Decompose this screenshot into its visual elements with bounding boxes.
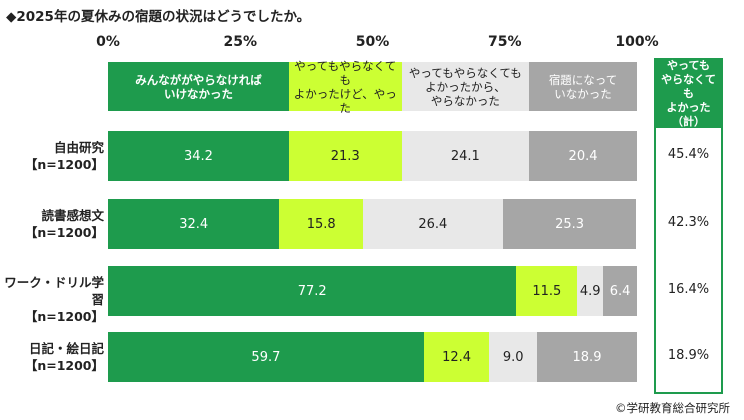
value-label: 20.4 (568, 148, 598, 164)
value-label: 25.3 (555, 216, 585, 232)
side-column-value: 18.9% (667, 348, 710, 363)
value-label: 34.2 (183, 148, 213, 164)
x-tick-label: 50% (355, 34, 390, 50)
bar-segment: 12.4 (423, 332, 490, 382)
side-column-value: 16.4% (667, 282, 710, 297)
bar-segment: 20.4 (529, 131, 637, 181)
side-column-box: やっても やらなくても よかった （計） (654, 58, 723, 394)
bar-segment: 6.4 (603, 266, 637, 316)
x-tick-label: 100% (615, 34, 659, 50)
value-label: 26.4 (418, 216, 448, 232)
side-column-value: 45.4% (667, 147, 710, 162)
value-label: 15.8 (306, 216, 336, 232)
x-tick-label: 0% (96, 34, 120, 50)
side-column-header: やっても やらなくても よかった （計） (656, 59, 721, 128)
bar-segment: 18.9 (537, 332, 637, 382)
category-label: 読書感想文 【n=1200】 (24, 208, 104, 240)
bar-segment: 11.5 (516, 266, 578, 316)
bar-segment: 9.0 (489, 332, 538, 382)
bar-segment: 32.4 (108, 199, 280, 249)
bar-segment: 26.4 (362, 199, 503, 249)
bar-segment: 25.3 (502, 199, 637, 249)
bar-segment: 24.1 (401, 131, 530, 181)
category-label: ワーク・ドリル学習 【n=1200】 (4, 275, 104, 324)
value-label: 6.4 (609, 283, 631, 299)
value-label: 12.4 (442, 349, 472, 365)
legend-item: やってもやらなくても よかったけど、やった (288, 59, 402, 115)
value-label: 32.4 (179, 216, 209, 232)
legend-item: やってもやらなくても よかったから、 やらなかった (401, 62, 530, 111)
bar-segment: 4.9 (577, 266, 604, 316)
value-label: 18.9 (572, 349, 602, 365)
bar-segment: 21.3 (288, 131, 402, 181)
value-label: 77.2 (297, 283, 327, 299)
bar-segment: 15.8 (279, 199, 363, 249)
side-column-value: 42.3% (667, 215, 710, 230)
value-label: 59.7 (251, 349, 281, 365)
x-tick-label: 25% (223, 34, 258, 50)
value-label: 21.3 (330, 148, 360, 164)
chart-title: ◆2025年の夏休みの宿題の状況はどうでしたか。 (6, 9, 311, 25)
bar-segment: 59.7 (108, 332, 424, 382)
value-label: 9.0 (502, 349, 524, 365)
legend-item: みんなががやらなければ いけなかった (108, 62, 289, 111)
x-tick-label: 75% (487, 34, 522, 50)
bar-segment: 77.2 (108, 266, 517, 316)
category-label: 日記・絵日記 【n=1200】 (24, 341, 104, 373)
value-label: 11.5 (532, 283, 562, 299)
value-label: 24.1 (450, 148, 480, 164)
legend-item: 宿題になって いなかった (529, 62, 637, 111)
bar-segment: 34.2 (108, 131, 289, 181)
category-label: 自由研究 【n=1200】 (24, 140, 104, 172)
value-label: 4.9 (579, 283, 601, 299)
source-credit: ©学研教育総合研究所 (615, 401, 730, 415)
